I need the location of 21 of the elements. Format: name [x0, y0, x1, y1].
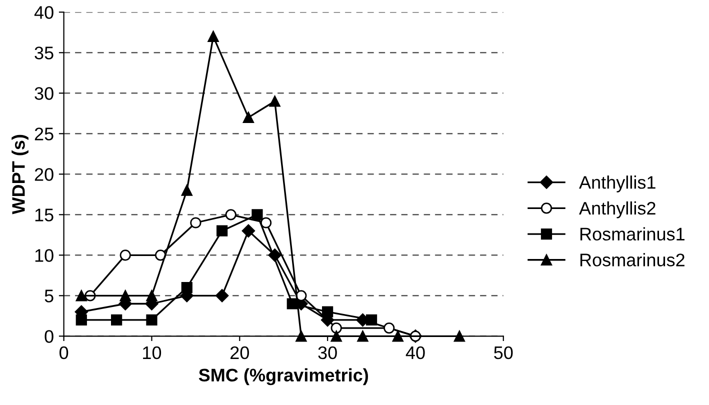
x-tick-label: 20 [230, 346, 249, 360]
y-tick-label: 5 [44, 290, 54, 302]
legend-label: Rosmarinus2 [580, 253, 684, 266]
y-tick-label: 0 [44, 330, 54, 343]
y-tick-label: 30 [34, 87, 54, 100]
x-tick-label: 30 [318, 346, 337, 360]
x-tick-label: 40 [406, 346, 425, 360]
x-tick-label: 10 [143, 346, 162, 360]
y-axis-title: WDPT (s) [12, 134, 28, 214]
y-tick-label: 35 [34, 46, 54, 60]
x-tick-label: 0 [59, 346, 68, 360]
x-axis-title: SMC (%gravimetric) [198, 368, 368, 386]
y-tick-label: 10 [35, 249, 54, 262]
legend-label: Anthyllis1 [579, 176, 656, 192]
y-tick-label: 15 [35, 208, 54, 222]
y-tick-label: 40 [34, 6, 54, 19]
y-tick-label: 20 [34, 168, 54, 181]
y-tick-label: 25 [34, 128, 54, 140]
x-tick-label: 50 [494, 346, 513, 360]
legend-label: Rosmarinus1 [580, 227, 684, 241]
legend-label: Anthyllis2 [579, 201, 656, 218]
